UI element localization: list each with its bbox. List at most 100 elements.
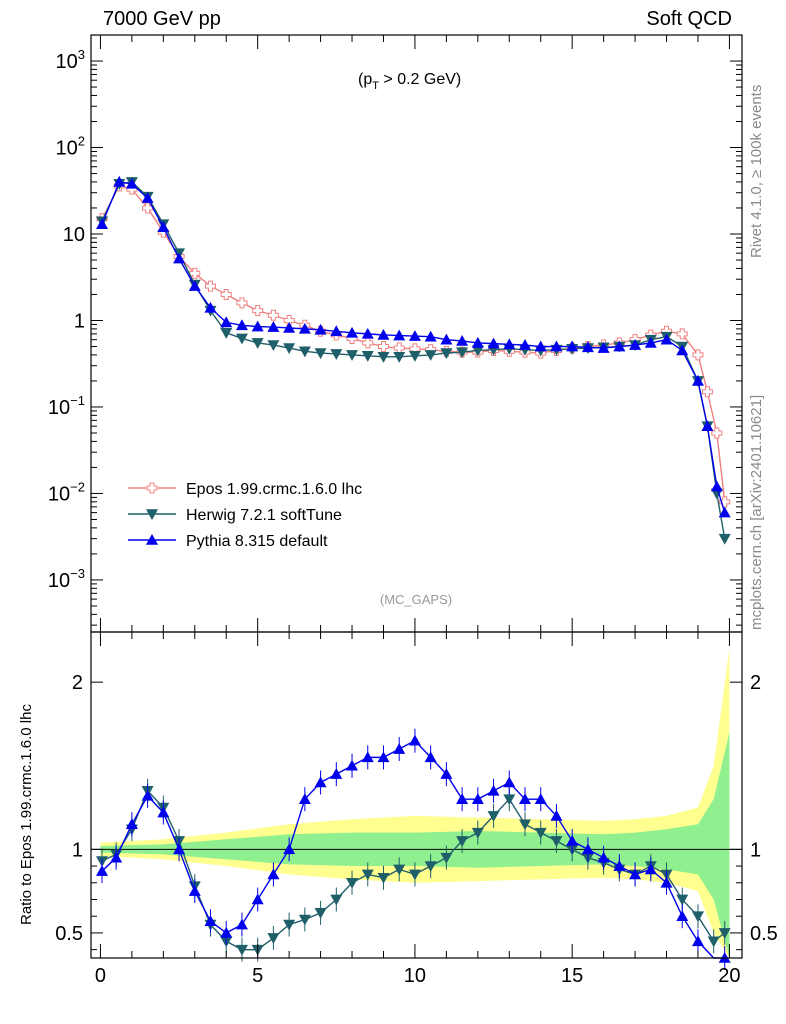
main-point-pythia — [613, 340, 626, 352]
main-point-pythia — [125, 177, 138, 189]
main-point-pythia — [157, 221, 170, 232]
main-point-epos — [692, 349, 704, 361]
legend: Epos 1.99.crmc.1.6.0 lhc Herwig 7.2.1 sof… — [128, 481, 362, 550]
ratio-point-herwig — [487, 811, 500, 822]
ratio-point-herwig — [691, 911, 704, 923]
main-point-epos — [701, 386, 713, 398]
ratio-point-herwig — [550, 836, 563, 847]
ratio-uncertainty-band — [91, 648, 742, 958]
ratio-point-pythia — [456, 793, 469, 804]
ratio-point-herwig — [471, 827, 484, 839]
ratio-point-pythia — [424, 751, 437, 763]
main-point-epos — [719, 496, 731, 508]
legend-marker-epos — [146, 482, 158, 494]
main-point-pythia — [503, 338, 516, 350]
ratio-point-pythia — [519, 793, 531, 804]
ratio-point-herwig — [330, 894, 343, 906]
main-point-herwig — [377, 352, 390, 363]
ratio-point-herwig — [346, 877, 359, 889]
main-point-herwig — [235, 333, 248, 345]
main-point-herwig — [361, 351, 374, 362]
ratio-point-pythia — [660, 876, 673, 888]
main-point-epos — [220, 288, 232, 300]
main-point-pythia — [566, 340, 579, 352]
ratio-point-pythia — [298, 793, 311, 804]
main-point-pythia — [377, 328, 390, 340]
main-point-pythia — [283, 321, 296, 333]
ratio-y-tick-label-right: 1 — [750, 839, 761, 861]
ratio-point-herwig — [456, 836, 469, 847]
ratio-point-pythia — [691, 935, 704, 947]
ratio-point-herwig — [707, 936, 720, 948]
ratio-point-herwig — [283, 919, 296, 931]
ratio-point-pythia — [613, 860, 626, 871]
ratio-point-pythia — [487, 784, 500, 796]
main-point-epos — [252, 305, 264, 317]
main-point-epos — [283, 314, 295, 326]
main-point-herwig — [440, 348, 453, 360]
x-tick-label: 0 — [95, 965, 106, 987]
ratio-band-outer — [100, 648, 730, 958]
main-point-pythia — [204, 301, 217, 313]
ratio-band-inner — [100, 732, 730, 958]
main-point-pythia — [173, 252, 186, 264]
ratio-point-pythia — [220, 926, 233, 938]
main-point-epos — [711, 427, 723, 439]
main-point-herwig — [424, 350, 437, 361]
main-point-pythia — [188, 280, 201, 291]
ratio-point-pythia — [503, 776, 516, 788]
ratio-y-tick-label: 1 — [72, 839, 83, 861]
ratio-point-pythia — [251, 893, 264, 905]
x-tick-label: 15 — [561, 965, 583, 987]
main-point-pythia — [701, 420, 714, 431]
main-point-pythia — [597, 342, 610, 353]
main-point-herwig — [408, 351, 421, 362]
main-point-herwig — [220, 328, 233, 339]
ratio-point-pythia — [361, 751, 374, 763]
main-point-pythia — [718, 506, 731, 518]
ratio-point-pythia — [314, 776, 327, 788]
legend-marker-pythia — [146, 534, 158, 545]
ratio-point-pythia — [157, 806, 170, 818]
main-point-epos — [676, 328, 688, 340]
main-y-tick-label: 1 — [74, 310, 85, 332]
x-tick-label: 20 — [718, 965, 740, 987]
main-point-epos — [393, 342, 405, 354]
ratio-y-tick-label: 0.5 — [55, 923, 83, 945]
main-point-epos — [236, 297, 248, 309]
main-point-pythia — [393, 329, 406, 341]
ratio-y-axis-label: Ratio to Epos 1.99.crmc.1.6.0 lhc — [18, 704, 35, 925]
ratio-y-tick-label-right: 0.5 — [750, 923, 778, 945]
ratio-point-pythia — [440, 768, 453, 779]
main-point-herwig — [330, 349, 343, 360]
mc-analysis-tag: (MC_GAPS) — [380, 592, 452, 607]
ratio-point-pythia — [110, 851, 123, 863]
main-point-pythia — [96, 218, 109, 229]
main-point-pythia — [691, 374, 704, 386]
main-point-epos — [189, 267, 201, 279]
ratio-point-pythia — [267, 868, 280, 880]
main-point-herwig — [471, 345, 484, 357]
ratio-point-herwig — [298, 914, 311, 926]
ratio-point-pythia — [566, 834, 579, 846]
main-point-pythia — [314, 323, 327, 335]
main-point-pythia — [113, 175, 126, 187]
ratio-point-pythia — [188, 885, 201, 896]
main-y-tick-label: 103 — [56, 47, 85, 73]
ratio-point-herwig — [424, 861, 437, 873]
main-point-pythia — [440, 333, 453, 345]
main-point-pythia — [581, 341, 594, 353]
main-y-tick-label: 102 — [56, 134, 85, 160]
main-point-pythia — [676, 344, 689, 356]
main-point-pythia — [330, 325, 343, 337]
main-point-pythia — [710, 480, 723, 492]
ratio-y-tick-label: 2 — [72, 672, 83, 694]
main-y-tick-label: 10 — [63, 224, 85, 246]
ratio-point-herwig — [503, 794, 516, 806]
main-point-pythia — [346, 326, 359, 338]
ratio-point-pythia — [550, 809, 563, 821]
main-point-herwig — [456, 347, 469, 359]
main-point-herwig — [314, 348, 327, 360]
main-point-pythia — [424, 330, 437, 342]
main-point-pythia — [456, 334, 469, 346]
